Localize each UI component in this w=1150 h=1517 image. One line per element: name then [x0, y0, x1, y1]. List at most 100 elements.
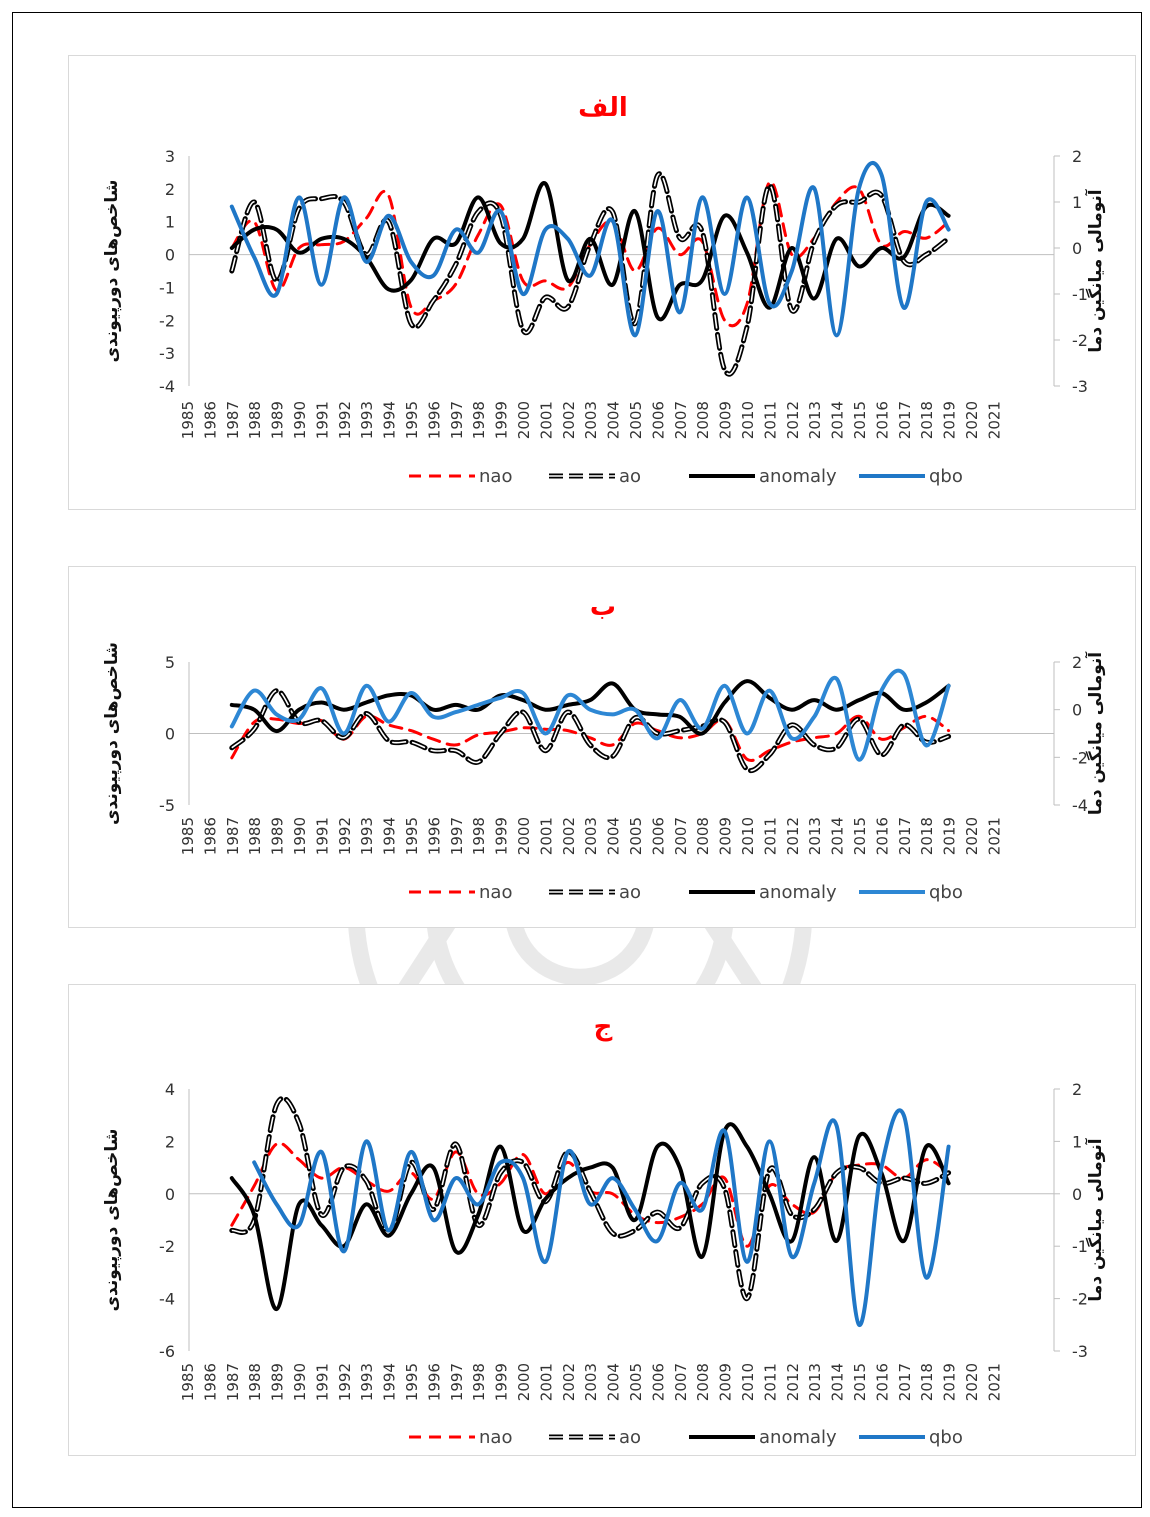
- x-tick-label: 1988: [246, 401, 264, 439]
- legend-item-ao: ao: [549, 882, 641, 903]
- x-tick-label: 2002: [560, 1363, 578, 1401]
- x-tick-label: 2008: [694, 1363, 712, 1401]
- x-tick-label: 2011: [761, 817, 779, 855]
- chart-title: ب: [590, 592, 616, 622]
- x-tick-label: 2017: [896, 817, 914, 855]
- legend-item-qbo: qbo: [859, 882, 963, 903]
- x-tick-label: 1989: [269, 1363, 287, 1401]
- x-tick-label: 1993: [358, 401, 376, 439]
- x-tick-label: 1988: [246, 1363, 264, 1401]
- left-tick-label: -1: [159, 278, 175, 297]
- right-axis-label: آنومالی میانگین دما: [1084, 1137, 1106, 1301]
- x-tick-label: 1997: [448, 817, 466, 855]
- left-axis-label: شاخص‌های دورپیوندی: [102, 642, 122, 825]
- right-tick-label: 1: [1072, 1132, 1082, 1151]
- right-tick-label: -1: [1072, 285, 1088, 304]
- left-tick-label: 3: [165, 147, 175, 166]
- x-tick-label: 1998: [470, 1363, 488, 1401]
- x-tick-label: 2010: [739, 817, 757, 855]
- legend-label: qbo: [929, 466, 963, 487]
- x-tick-label: 1990: [291, 817, 309, 855]
- right-tick-label: 0: [1072, 1185, 1082, 1204]
- x-tick-label: 2015: [851, 401, 869, 439]
- x-tick-label: 2013: [806, 817, 824, 855]
- x-tick-label: 2019: [941, 401, 959, 439]
- x-tick-label: 2004: [605, 1363, 623, 1401]
- x-tick-label: 2001: [537, 817, 555, 855]
- x-tick-label: 1990: [291, 401, 309, 439]
- x-tick-label: 2002: [560, 401, 578, 439]
- legend-item-ao: ao: [549, 466, 641, 487]
- x-tick-label: 2001: [537, 1363, 555, 1401]
- x-tick-label: 1994: [381, 817, 399, 855]
- legend-item-anomaly: anomaly: [689, 466, 837, 487]
- left-axis-label: شاخص‌های دورپیوندی: [102, 1128, 122, 1311]
- x-tick-label: 2016: [873, 1363, 891, 1401]
- left-tick-label: 1: [165, 213, 175, 232]
- x-tick-label: 1997: [448, 401, 466, 439]
- x-tick-label: 1998: [470, 401, 488, 439]
- right-tick-label: -3: [1072, 377, 1088, 396]
- legend-item-qbo: qbo: [859, 466, 963, 487]
- x-tick-label: 1987: [224, 401, 242, 439]
- left-tick-label: 4: [165, 1080, 175, 1099]
- x-tick-label: 2015: [851, 817, 869, 855]
- legend-label: ao: [619, 882, 641, 903]
- x-tick-label: 2006: [649, 1363, 667, 1401]
- right-axis-label: آنومالی میانگین دما: [1084, 188, 1106, 352]
- x-tick-label: 1987: [224, 817, 242, 855]
- x-tick-label: 2007: [672, 401, 690, 439]
- left-tick-label: -2: [159, 1237, 175, 1256]
- x-tick-label: 2020: [963, 1363, 981, 1401]
- legend-label: anomaly: [759, 466, 837, 487]
- chart-panel-be: ب 5 0 -5 2 0 -2 -4 1985 1986 1987 1988 1989 1990 1991 1…: [68, 566, 1136, 928]
- x-tick-label: 1991: [313, 1363, 331, 1401]
- right-tick-label: 2: [1072, 147, 1082, 166]
- right-tick-label: -2: [1072, 748, 1088, 767]
- x-tick-label: 2021: [985, 401, 1003, 439]
- left-tick-label: -3: [159, 344, 175, 363]
- x-tick-label: 1988: [246, 817, 264, 855]
- x-tick-label: 1994: [381, 401, 399, 439]
- x-tick-label: 2012: [784, 1363, 802, 1401]
- right-axis-label: آنومالی میانگین دما: [1084, 651, 1106, 815]
- x-tick-label: 2006: [649, 401, 667, 439]
- left-tick-label: -2: [159, 311, 175, 330]
- series-line-ao-inner: [231, 689, 949, 772]
- right-tick-label: -1: [1072, 1237, 1088, 1256]
- x-tick-label: 1996: [425, 1363, 443, 1401]
- x-tick-label: 2009: [717, 817, 735, 855]
- x-tick-label: 2017: [896, 1363, 914, 1401]
- left-axis-label: شاخص‌های دورپیوندی: [102, 179, 122, 362]
- x-tick-label: 2000: [515, 1363, 533, 1401]
- series-line-qbo: [252, 1108, 951, 1327]
- x-tick-label: 1986: [201, 817, 219, 855]
- legend-item-nao: nao: [409, 466, 512, 487]
- legend-item-nao: nao: [409, 1427, 512, 1448]
- x-tick-label: 2011: [761, 1363, 779, 1401]
- right-tick-label: 2: [1072, 1080, 1082, 1099]
- x-tick-label: 2003: [582, 1363, 600, 1401]
- x-tick-label: 2021: [985, 817, 1003, 855]
- x-tick-label: 2009: [717, 1363, 735, 1401]
- x-tick-label: 2009: [717, 401, 735, 439]
- right-tick-label: 1: [1072, 193, 1082, 212]
- series-line-qbo: [229, 668, 951, 762]
- x-tick-label: 2010: [739, 1363, 757, 1401]
- chart-title: ج: [594, 1012, 613, 1042]
- legend-item-anomaly: anomaly: [689, 882, 837, 903]
- x-tick-label: 1992: [336, 1363, 354, 1401]
- chart-title: الف: [578, 93, 628, 123]
- x-tick-label: 2008: [694, 401, 712, 439]
- figure-frame: [12, 12, 1142, 1508]
- x-tick-label: 2006: [649, 817, 667, 855]
- legend-label: anomaly: [759, 1427, 837, 1448]
- chart-be: ب 5 0 -5 2 0 -2 -4 1985 1986 1987 1988 1989 1990 1991 1…: [102, 592, 1106, 903]
- chart-alef: الف 3 2 1 0 -1 -2 -3 -4 2 1 0 -1 -2 -3 1985 1986 1987 1988…: [102, 93, 1106, 487]
- x-tick-label: 2004: [605, 817, 623, 855]
- x-tick-label: 2000: [515, 401, 533, 439]
- x-tick-label: 1987: [224, 1363, 242, 1401]
- x-tick-label: 1986: [201, 401, 219, 439]
- left-tick-label: 2: [165, 1132, 175, 1151]
- left-tick-label: 0: [165, 1185, 175, 1204]
